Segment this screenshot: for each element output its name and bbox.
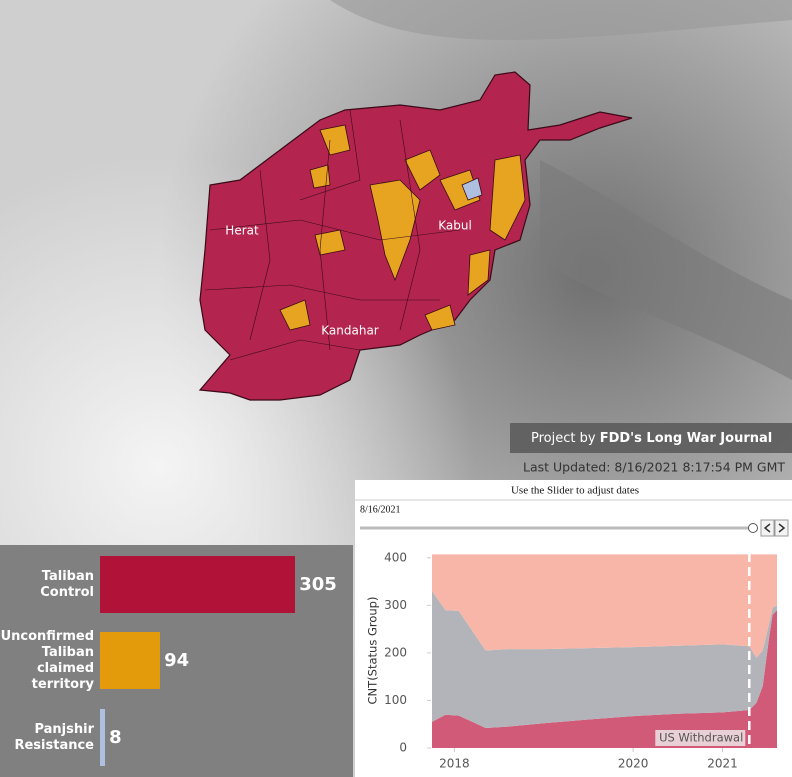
value-label: 94 bbox=[164, 650, 190, 671]
area bbox=[432, 591, 777, 729]
next-icon bbox=[778, 523, 786, 533]
y-tick-label: 200 bbox=[384, 645, 407, 659]
slider-hint: Use the Slider to adjust dates bbox=[511, 485, 639, 497]
prev-button[interactable] bbox=[760, 519, 775, 537]
x-tick-label: 2020 bbox=[618, 757, 649, 771]
resistance-districts bbox=[461, 177, 483, 201]
bar bbox=[100, 632, 161, 689]
credit-box bbox=[510, 423, 792, 453]
category-label: Taliban Control bbox=[40, 568, 94, 600]
x-tick-label: 2018 bbox=[439, 757, 470, 771]
credit: Project by FDD's Long War Journal bbox=[531, 431, 772, 446]
bar bbox=[100, 709, 106, 766]
last-updated: Last Updated: 8/16/2021 8:17:54 PM GMT bbox=[523, 460, 785, 475]
city-label: Kandahar bbox=[321, 324, 379, 338]
slider-value: 8/16/2021 bbox=[360, 504, 401, 515]
y-axis-label: CNT(Status Group) bbox=[366, 597, 380, 705]
area bbox=[432, 610, 777, 748]
city-label: Herat bbox=[225, 224, 259, 238]
map-relief bbox=[540, 160, 792, 380]
credit-name: FDD's Long War Journal bbox=[600, 431, 773, 446]
category-label: Panjshir Resistance bbox=[14, 721, 94, 753]
credit-prefix: Project by bbox=[531, 431, 600, 446]
map-relief bbox=[330, 0, 792, 40]
y-tick-label: 100 bbox=[384, 693, 407, 707]
bar bbox=[100, 556, 296, 613]
contested-districts bbox=[279, 124, 526, 331]
category-label: Unconfirmed Taliban claimed territory bbox=[0, 628, 94, 692]
annotation-box bbox=[655, 730, 746, 746]
y-tick-label: 0 bbox=[399, 741, 407, 755]
slider-handle[interactable] bbox=[748, 523, 758, 533]
y-tick-label: 400 bbox=[384, 550, 407, 564]
district-borders bbox=[204, 109, 461, 361]
next-button[interactable] bbox=[774, 519, 789, 537]
area bbox=[432, 554, 777, 658]
y-tick-label: 300 bbox=[384, 598, 407, 612]
value-label: 305 bbox=[299, 574, 337, 595]
x-tick-label: 2021 bbox=[707, 757, 738, 771]
city-label: Kabul bbox=[438, 219, 472, 233]
value-label: 8 bbox=[109, 727, 122, 748]
prev-icon bbox=[763, 523, 771, 533]
annotation-label: US Withdrawal bbox=[659, 731, 743, 745]
